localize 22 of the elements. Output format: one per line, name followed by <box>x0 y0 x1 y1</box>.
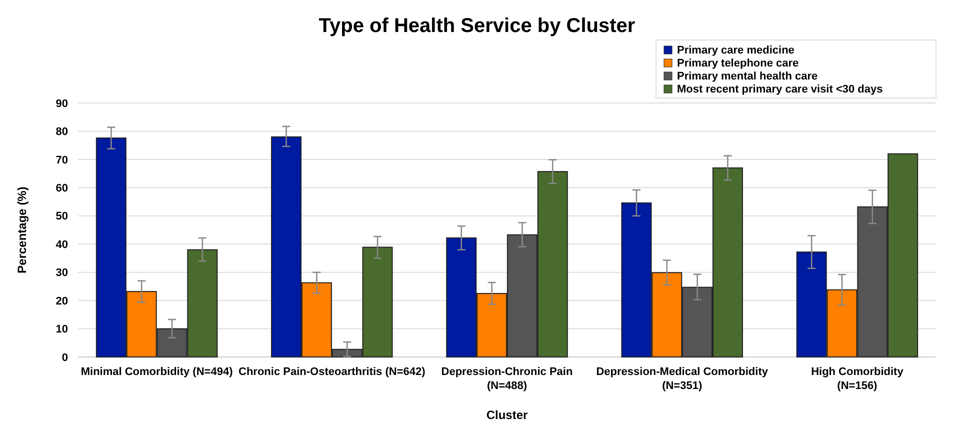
x-tick-label: Depression-Chronic Pain (N=488) <box>441 366 573 392</box>
legend-label: Primary care medicine <box>677 44 794 56</box>
y-tick-label: 10 <box>56 324 68 336</box>
y-tick-label: 80 <box>56 126 68 138</box>
x-axis-title: Cluster <box>486 408 528 422</box>
y-tick-label: 70 <box>56 154 68 166</box>
y-tick-label: 40 <box>56 238 68 251</box>
x-tick-label: Minimal Comorbidity (N=494) <box>80 366 234 378</box>
x-tick-label: Depression-Medical Comorbidity (N=351) <box>596 366 769 392</box>
y-tick-label: 30 <box>56 267 68 280</box>
x-tick-label: Chronic Pain-Osteoarthritis (N=642) <box>238 366 426 378</box>
y-tick-label: 60 <box>56 182 68 195</box>
y-tick-label: 50 <box>56 210 68 223</box>
y-tick-label: 90 <box>56 98 68 110</box>
y-tick-label: 20 <box>56 295 68 308</box>
chart-title: Type of Health Service by Cluster <box>318 15 636 37</box>
y-tick-label: 0 <box>62 352 68 364</box>
legend-label: Primary telephone care <box>677 58 799 70</box>
legend-label: Primary mental health care <box>677 70 818 82</box>
y-axis-title: Percentage (%) <box>15 186 29 274</box>
legend-label: Most recent primary care visit <30 days <box>677 84 883 96</box>
x-tick-label: High Comorbidity (N=156) <box>811 366 904 392</box>
